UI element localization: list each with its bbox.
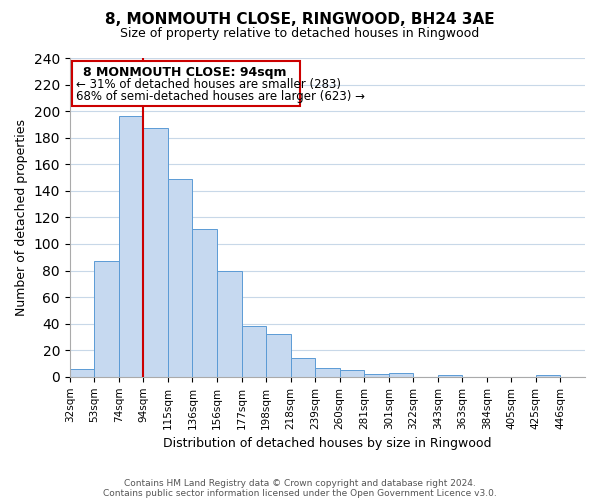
Bar — [119, 116, 143, 377]
Bar — [438, 376, 463, 377]
Y-axis label: Number of detached properties: Number of detached properties — [15, 119, 28, 316]
Text: Contains HM Land Registry data © Crown copyright and database right 2024.: Contains HM Land Registry data © Crown c… — [124, 478, 476, 488]
Bar — [389, 373, 413, 377]
X-axis label: Distribution of detached houses by size in Ringwood: Distribution of detached houses by size … — [163, 437, 491, 450]
Bar — [266, 334, 290, 377]
Bar — [290, 358, 315, 377]
Text: 8 MONMOUTH CLOSE: 94sqm: 8 MONMOUTH CLOSE: 94sqm — [83, 66, 287, 79]
FancyBboxPatch shape — [72, 60, 300, 106]
Bar — [217, 270, 242, 377]
Bar — [242, 326, 266, 377]
Text: ← 31% of detached houses are smaller (283): ← 31% of detached houses are smaller (28… — [76, 78, 341, 91]
Bar — [168, 179, 193, 377]
Bar — [536, 376, 560, 377]
Text: Contains public sector information licensed under the Open Government Licence v3: Contains public sector information licen… — [103, 488, 497, 498]
Bar — [94, 261, 119, 377]
Text: 8, MONMOUTH CLOSE, RINGWOOD, BH24 3AE: 8, MONMOUTH CLOSE, RINGWOOD, BH24 3AE — [105, 12, 495, 28]
Text: 68% of semi-detached houses are larger (623) →: 68% of semi-detached houses are larger (… — [76, 90, 365, 103]
Bar — [70, 369, 94, 377]
Bar — [315, 368, 340, 377]
Bar — [340, 370, 364, 377]
Bar — [193, 230, 217, 377]
Bar — [143, 128, 168, 377]
Bar — [364, 374, 389, 377]
Text: Size of property relative to detached houses in Ringwood: Size of property relative to detached ho… — [121, 28, 479, 40]
